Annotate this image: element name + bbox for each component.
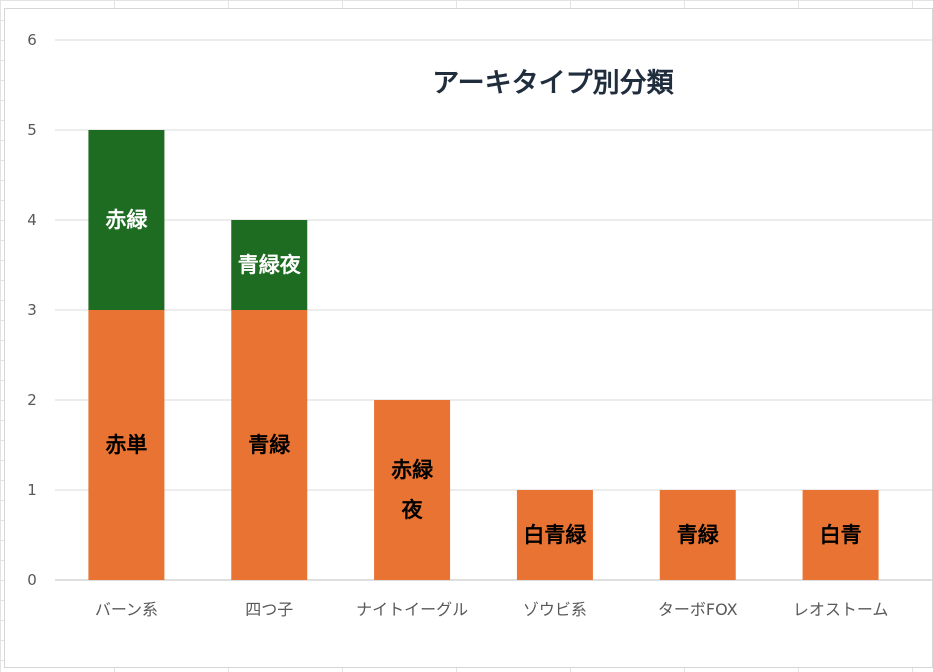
y-tick-label: 0 [27,571,37,589]
segment-data-label: 白青 [820,523,862,547]
x-category-label: ターボFOX [658,600,738,619]
y-tick-label: 6 [27,31,37,49]
y-axis-ticks: 0 1 2 3 4 5 6 [27,31,37,589]
bar-segment [231,220,308,310]
bar-segment [659,490,736,580]
y-tick-label: 2 [27,391,37,409]
x-category-label: レオストーム [793,600,889,619]
bar-segment [231,310,308,580]
segment-data-label: 赤緑 [391,458,434,482]
bar-segment [802,490,879,580]
y-tick-label: 4 [27,211,37,229]
segment-data-label: 白青緑 [523,523,587,547]
segment-data-label: 青緑 [677,523,720,547]
segment-data-label: 青緑夜 [238,253,302,277]
gridlines [55,39,932,581]
x-category-label: バーン系 [95,600,158,619]
x-category-label: ナイトイーグル [356,600,468,619]
y-tick-label: 5 [27,121,37,139]
segment-data-label: 青緑 [248,433,291,457]
x-axis-categories: バーン系 四つ子 ナイトイーグル ゾウビ系 ターボFOX レオストーム [95,600,889,619]
bar-segment [88,130,165,310]
segment-data-label: 赤単 [105,433,147,457]
segment-data-label: 赤緑 [105,208,148,232]
y-tick-label: 3 [27,301,37,319]
x-category-label: ゾウビ系 [523,600,587,619]
segment-data-label: 夜 [401,498,424,522]
bar-segment [516,490,593,580]
chart-title: アーキタイプ別分類 [432,68,674,99]
bar-segment [374,400,451,580]
bar-segment [88,310,165,580]
y-tick-label: 1 [27,481,37,499]
x-category-label: 四つ子 [245,600,293,619]
